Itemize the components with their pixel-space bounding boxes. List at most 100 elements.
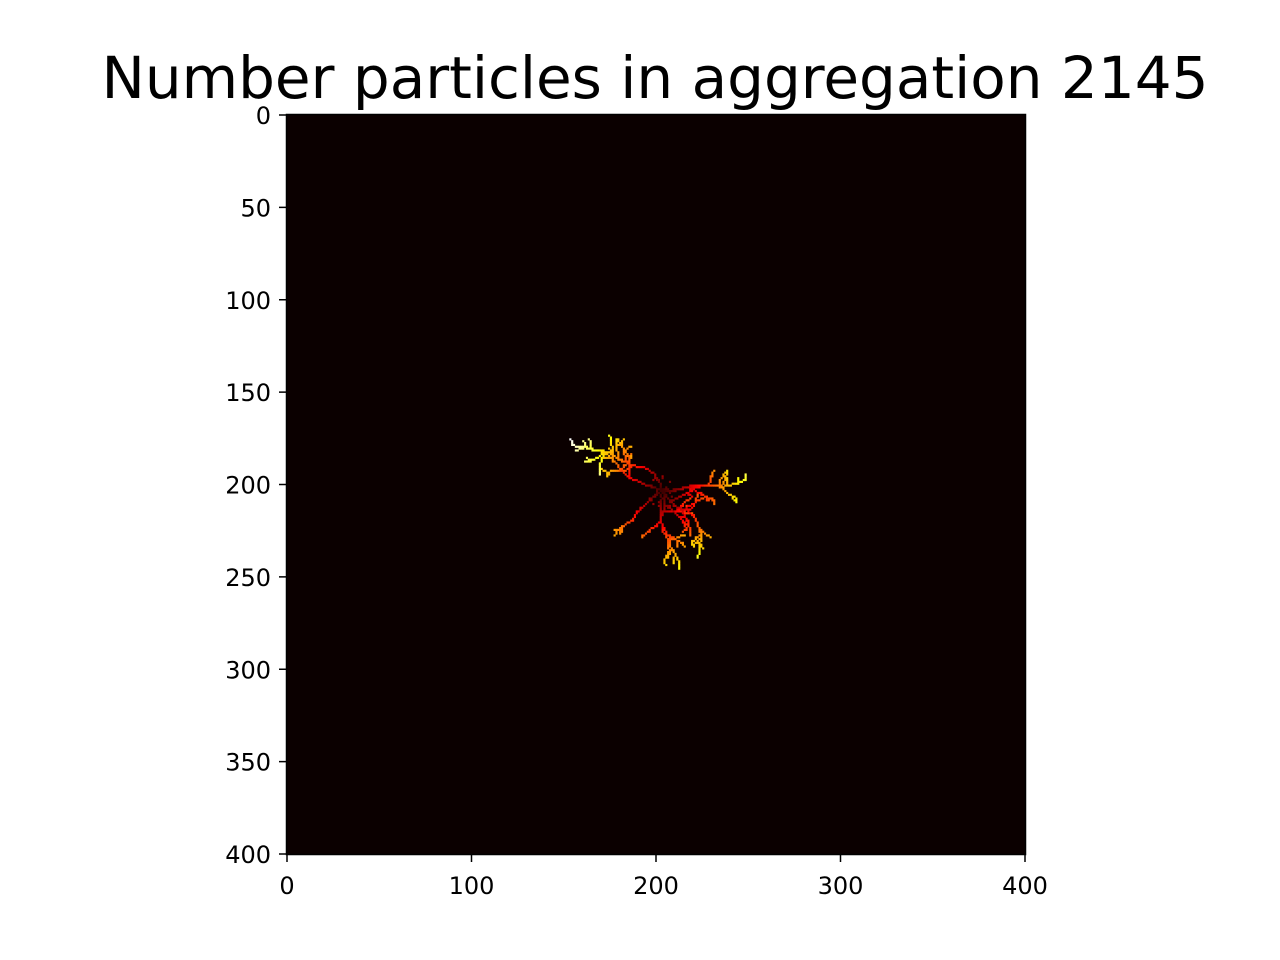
particle-cell — [715, 484, 718, 487]
particle-cell — [609, 442, 613, 445]
particle-cell — [620, 526, 624, 530]
particle-cell — [698, 538, 701, 541]
particle-cell — [580, 445, 583, 448]
particle-cell — [643, 534, 646, 537]
particle-cell — [609, 449, 613, 452]
particle-cell — [696, 486, 699, 489]
particle-cell — [685, 499, 688, 502]
particle-cell — [735, 482, 738, 485]
particle-cell — [648, 469, 651, 472]
particle-cell — [652, 471, 655, 474]
particle-cell — [628, 454, 631, 458]
particle-cell — [574, 449, 577, 452]
particle-cell — [608, 473, 611, 476]
particle-cell — [617, 451, 620, 454]
particle-cell — [661, 523, 664, 526]
particle-cell — [667, 506, 670, 509]
particle-cell — [668, 543, 672, 546]
particle-cell — [668, 538, 672, 541]
particle-cell — [687, 493, 690, 496]
particle-cell — [705, 497, 708, 500]
particle-cell — [698, 547, 701, 550]
particle-cell — [648, 528, 651, 531]
particle-cell — [681, 502, 684, 506]
particle-cell — [689, 512, 692, 515]
particle-cell — [733, 499, 736, 502]
particle-cell — [630, 445, 633, 448]
particle-cell — [657, 488, 660, 491]
particle-cell — [722, 482, 725, 485]
particle-cell — [620, 460, 624, 463]
particle-cell — [683, 510, 686, 513]
particle-cell — [646, 530, 649, 533]
particle-cell — [702, 493, 705, 496]
particle-cell — [665, 530, 668, 533]
particle-cell — [683, 501, 686, 504]
particle-cell — [729, 484, 732, 487]
particle-cell — [698, 549, 701, 552]
particle-cell — [626, 453, 629, 456]
particle-cell — [663, 560, 666, 563]
particle-cell — [596, 449, 600, 452]
particle-cell — [644, 467, 648, 471]
x-tick-label: 200 — [633, 872, 679, 900]
particle-cell — [685, 506, 688, 509]
particle-cell — [678, 495, 681, 498]
particle-cell — [650, 471, 653, 474]
particle-cell — [593, 458, 596, 461]
particle-cell — [620, 440, 624, 443]
particle-cell — [615, 440, 618, 443]
particle-cell — [700, 543, 703, 546]
particle-cell — [691, 488, 694, 491]
particle-cell — [674, 510, 677, 513]
particle-cell — [667, 545, 670, 548]
particle-cell — [663, 488, 666, 491]
particle-cell — [643, 482, 646, 485]
particle-cell — [703, 495, 707, 498]
particle-cell — [663, 495, 666, 498]
particle-cell — [663, 502, 666, 506]
particle-cell — [611, 460, 614, 463]
particle-cell — [639, 508, 642, 511]
particle-cell — [668, 504, 672, 507]
particle-cell — [659, 504, 662, 507]
particle-cell — [692, 545, 696, 548]
y-tick-label: 50 — [240, 194, 271, 222]
particle-cell — [654, 493, 657, 496]
particle-cell — [689, 497, 692, 500]
particle-cell — [709, 484, 712, 487]
particle-cell — [580, 447, 583, 450]
particle-cell — [571, 440, 574, 443]
particle-cell — [639, 506, 642, 509]
particle-cell — [711, 484, 714, 487]
particle-cell — [670, 490, 673, 493]
particle-cell — [709, 475, 712, 478]
particle-cell — [696, 556, 699, 559]
particle-cell — [598, 454, 601, 458]
particle-cell — [663, 493, 666, 496]
particle-cell — [624, 473, 627, 476]
particle-cell — [663, 528, 666, 531]
particle-cell — [657, 504, 660, 507]
particle-cell — [691, 543, 694, 546]
particle-cell — [726, 480, 729, 483]
particle-cell — [692, 504, 696, 507]
particle-cell — [674, 504, 677, 507]
particle-cell — [722, 488, 725, 491]
particle-cell — [678, 536, 681, 539]
particle-cell — [696, 541, 699, 544]
particle-cell — [587, 447, 590, 450]
particle-cell — [628, 462, 631, 465]
particle-cell — [620, 467, 624, 471]
particle-cell — [600, 467, 603, 471]
particle-cell — [656, 491, 659, 495]
particle-cell — [600, 453, 603, 456]
particle-cell — [587, 458, 590, 461]
particle-cell — [692, 515, 696, 519]
particle-cell — [667, 539, 670, 543]
particle-cell — [713, 499, 716, 502]
particle-cell — [689, 484, 692, 487]
particle-cell — [685, 519, 688, 522]
particle-cell — [611, 449, 614, 452]
particle-cell — [600, 456, 603, 459]
